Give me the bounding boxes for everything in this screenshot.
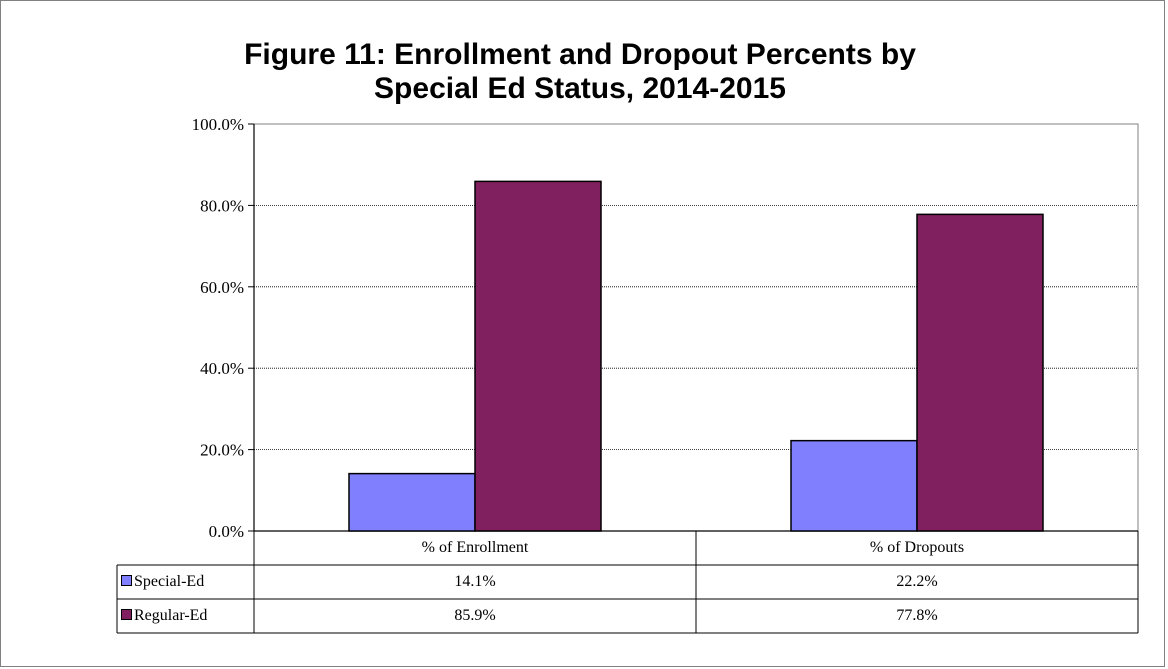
x-category-label: % of Dropouts xyxy=(869,539,965,556)
data-label: 22.2% xyxy=(896,573,938,590)
bar-regular-ed-1 xyxy=(916,213,1044,532)
bar-regular-ed-0 xyxy=(474,180,602,532)
y-tick-label: 20.0% xyxy=(200,441,244,460)
x-category-label: % of Enrollment xyxy=(421,539,529,556)
legend-swatch xyxy=(121,609,132,620)
data-label: 85.9% xyxy=(454,607,496,624)
legend-entry: Special-Ed xyxy=(117,565,254,599)
y-tick-label: 40.0% xyxy=(200,359,244,378)
data-label: 14.1% xyxy=(454,573,496,590)
bar-special-ed-0 xyxy=(348,472,476,532)
y-tick-label: 80.0% xyxy=(200,196,244,215)
y-tick-label: 60.0% xyxy=(200,278,244,297)
chart-title: Figure 11: Enrollment and Dropout Percen… xyxy=(160,38,1000,106)
legend-label: Special-Ed xyxy=(134,573,205,590)
legend-entry: Regular-Ed xyxy=(117,599,254,633)
y-tick-label: 0.0% xyxy=(209,522,244,541)
chart-title-line-2: Special Ed Status, 2014-2015 xyxy=(374,72,786,105)
chart-title-line-1: Figure 11: Enrollment and Dropout Percen… xyxy=(244,38,916,71)
data-label: 77.8% xyxy=(896,607,938,624)
legend-swatch xyxy=(121,575,132,586)
y-tick-label: 100.0% xyxy=(192,115,244,134)
legend-label: Regular-Ed xyxy=(134,607,208,624)
bar-special-ed-1 xyxy=(790,439,918,532)
